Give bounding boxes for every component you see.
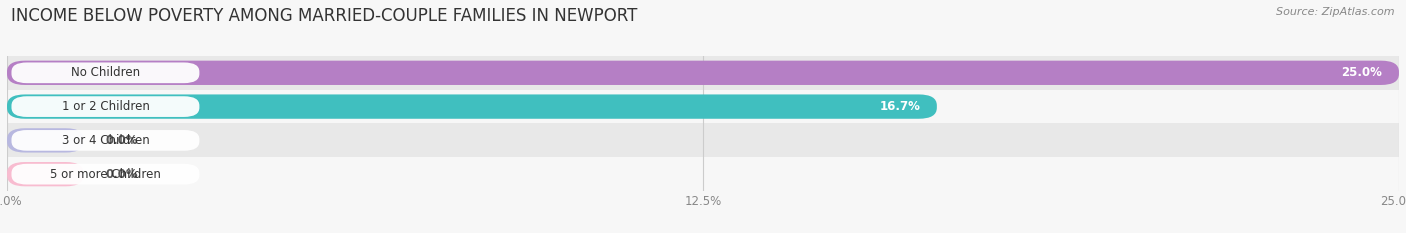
FancyBboxPatch shape [7, 61, 1399, 85]
Text: 25.0%: 25.0% [1341, 66, 1382, 79]
FancyBboxPatch shape [11, 130, 200, 151]
Text: 0.0%: 0.0% [105, 168, 138, 181]
Text: 16.7%: 16.7% [879, 100, 920, 113]
Text: 3 or 4 Children: 3 or 4 Children [62, 134, 149, 147]
Bar [7, 157, 1399, 191]
FancyBboxPatch shape [7, 128, 83, 153]
FancyBboxPatch shape [11, 164, 200, 185]
FancyBboxPatch shape [7, 94, 936, 119]
Bar [7, 90, 1399, 123]
Text: 0.0%: 0.0% [105, 134, 138, 147]
Text: No Children: No Children [70, 66, 141, 79]
Text: 1 or 2 Children: 1 or 2 Children [62, 100, 149, 113]
Text: 5 or more Children: 5 or more Children [51, 168, 160, 181]
FancyBboxPatch shape [11, 96, 200, 117]
Text: INCOME BELOW POVERTY AMONG MARRIED-COUPLE FAMILIES IN NEWPORT: INCOME BELOW POVERTY AMONG MARRIED-COUPL… [11, 7, 638, 25]
FancyBboxPatch shape [11, 62, 200, 83]
Text: Source: ZipAtlas.com: Source: ZipAtlas.com [1277, 7, 1395, 17]
Bar [7, 56, 1399, 90]
FancyBboxPatch shape [7, 162, 83, 186]
Bar [7, 123, 1399, 157]
